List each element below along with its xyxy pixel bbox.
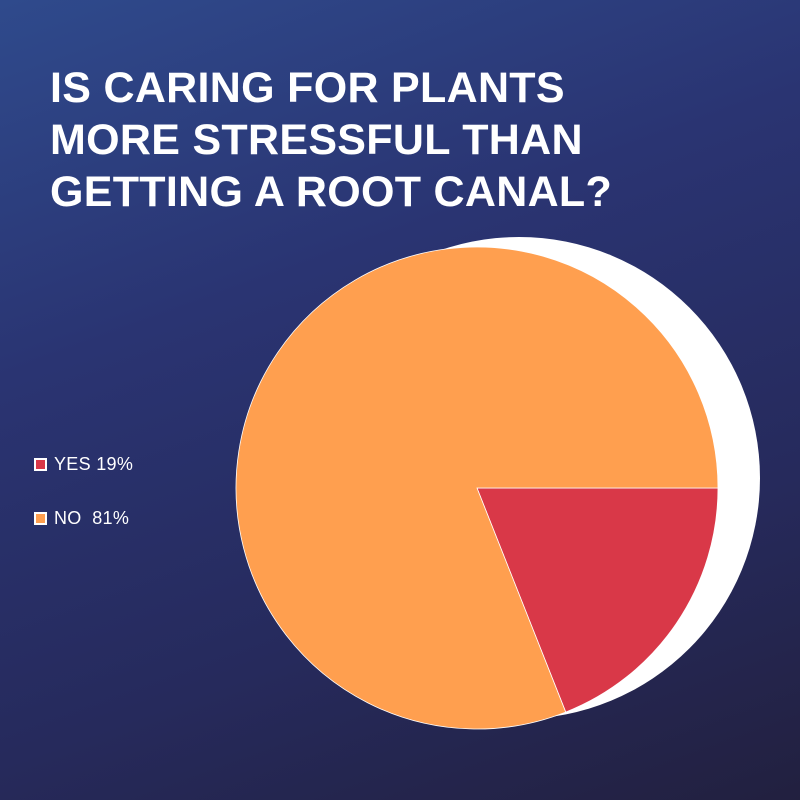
legend-item-no: NO 81% [34,506,133,530]
pie-slices [235,246,719,730]
chart-legend: YES 19% NO 81% [34,452,133,560]
chart-title-line-3: GETTING A ROOT CANAL? [50,168,613,216]
chart-title: IS CARING FOR PLANTS MORE STRESSFUL THAN… [50,62,670,218]
chart-title-line-1: IS CARING FOR PLANTS [50,64,565,112]
pie-slice-yes [476,487,719,713]
chart-title-line-2: MORE STRESSFUL THAN [50,116,583,164]
legend-swatch-yes [34,457,47,471]
legend-item-yes: YES 19% [34,452,133,476]
pie-slice-no [235,246,719,730]
legend-label-no: NO 81% [54,507,130,528]
legend-label-yes: YES 19% [54,453,134,474]
legend-swatch-no [34,511,47,525]
